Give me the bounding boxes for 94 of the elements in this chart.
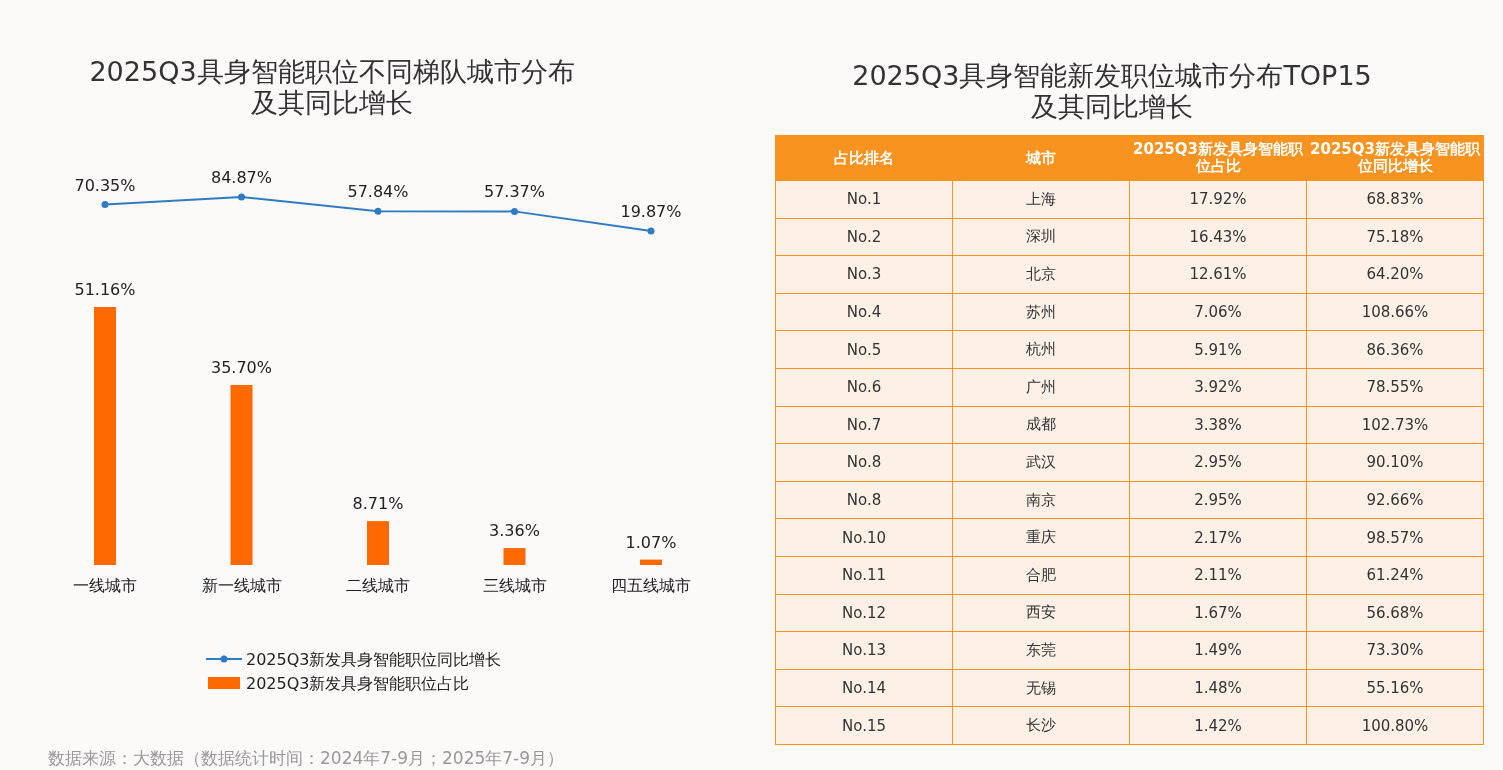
category-label: 杭州 — [1026, 340, 1056, 359]
category-label: 南京 — [1026, 490, 1056, 509]
data-label: 19.87% — [620, 202, 682, 221]
text: 75.18% — [1366, 227, 1424, 246]
text: 1.48% — [1194, 679, 1242, 698]
text: 100.80% — [1361, 716, 1429, 735]
bar — [503, 548, 526, 565]
category-label: 东莞 — [1026, 640, 1056, 659]
data-label: 8.71% — [352, 494, 404, 514]
text: 3.38% — [1194, 415, 1242, 434]
category-label: No.1 — [846, 190, 882, 209]
text: 16.43% — [1189, 227, 1247, 246]
x-tick-label: 四五线城市 — [611, 576, 691, 595]
bar — [640, 559, 662, 565]
text: 3.92% — [1194, 378, 1242, 397]
text: 98.57% — [1366, 528, 1424, 547]
bar — [367, 521, 389, 565]
legend-label: 2025Q3新发具身智能职位占比 — [246, 674, 470, 693]
text: 2.95% — [1194, 491, 1242, 510]
x-tick-label: 二线城市 — [346, 576, 410, 595]
category-label: No.10 — [842, 528, 886, 547]
text: 2025Q3具身智能新发职位城市分布TOP15及其同比增长 — [852, 60, 1372, 122]
text: 2.17% — [1194, 528, 1242, 547]
category-label: 城市 — [952, 135, 1130, 181]
category-label: 长沙 — [1026, 716, 1056, 735]
text: 5.91% — [1194, 340, 1242, 359]
x-tick-label: 一线城市 — [73, 576, 137, 595]
x-tick-label: 三线城市 — [482, 576, 547, 595]
category-label: 占比排名 — [775, 135, 953, 181]
x-tick-label: 新一线城市 — [201, 576, 282, 595]
text: 68.83% — [1366, 190, 1424, 209]
category-label: 广州 — [1026, 377, 1056, 396]
text: 90.10% — [1366, 453, 1424, 472]
category-label: 2025Q3新发具身智能职位同比增长 — [1306, 135, 1484, 181]
point — [101, 201, 109, 209]
category-label: No.3 — [846, 265, 882, 284]
category-label: No.8 — [846, 491, 882, 510]
text: 78.55% — [1366, 378, 1424, 397]
text: 61.24% — [1366, 566, 1424, 585]
text: 2.11% — [1194, 566, 1242, 585]
data-label: 3.36% — [489, 521, 540, 541]
category-label: 合肥 — [1026, 565, 1056, 584]
source-note: 数据来源：大数据（数据统计时间：2024年7-9月；2025年7-9月） — [48, 748, 565, 768]
data-label: 57.84% — [347, 182, 409, 202]
text: 1.49% — [1194, 641, 1242, 660]
data-label: 57.37% — [483, 182, 546, 202]
point — [511, 207, 518, 215]
text: 17.92% — [1189, 190, 1247, 209]
bar — [94, 307, 116, 565]
category-label: No.5 — [846, 340, 882, 359]
data-label: 35.70% — [210, 357, 273, 377]
data-label: 1.07% — [625, 532, 677, 552]
category-label: No.2 — [846, 227, 882, 246]
text: 92.66% — [1366, 491, 1424, 510]
category-label: 2025Q3新发具身智能职位占比 — [1129, 135, 1307, 181]
bar — [230, 384, 253, 565]
point — [374, 207, 382, 215]
data-label: 70.35% — [74, 175, 136, 195]
text: 86.36% — [1366, 340, 1424, 359]
category-label: No.4 — [846, 303, 882, 322]
point — [647, 227, 655, 235]
category-label: 西安 — [1026, 603, 1056, 622]
text: 73.30% — [1366, 641, 1424, 660]
category-label: No.6 — [846, 378, 882, 397]
text: 12.61% — [1189, 265, 1247, 284]
point — [238, 193, 245, 201]
category-label: 武汉 — [1026, 452, 1056, 471]
text: 2.95% — [1194, 453, 1242, 472]
category-label: No.11 — [842, 566, 886, 585]
text: 102.73% — [1361, 415, 1429, 434]
text: 7.06% — [1194, 303, 1242, 322]
text: 56.68% — [1366, 603, 1424, 622]
category-label: No.15 — [842, 716, 886, 735]
category-label: 上海 — [1026, 189, 1056, 208]
category-label: 成都 — [1026, 415, 1056, 434]
category-label: No.12 — [842, 603, 886, 622]
text: 55.16% — [1366, 679, 1424, 698]
category-label: No.13 — [842, 641, 886, 660]
chart-title: 2025Q3具身智能职位不同梯队城市分布及其同比增长 — [88, 56, 576, 118]
category-label: No.8 — [846, 453, 882, 472]
text: 64.20% — [1366, 265, 1424, 284]
category-label: 深圳 — [1026, 227, 1056, 246]
legend-label: 2025Q3新发具身智能职位同比增长 — [246, 650, 502, 669]
text: 108.66% — [1361, 303, 1429, 322]
category-label: 重庆 — [1026, 528, 1056, 547]
category-label: 北京 — [1026, 264, 1056, 283]
data-label: 51.16% — [74, 280, 136, 299]
category-label: No.14 — [842, 679, 886, 698]
text: 1.67% — [1194, 603, 1242, 622]
category-label: No.7 — [846, 415, 882, 434]
text: 1.42% — [1194, 716, 1242, 735]
category-label: 无锡 — [1026, 678, 1056, 697]
category-label: 苏州 — [1026, 302, 1056, 321]
data-label: 84.87% — [210, 168, 273, 187]
